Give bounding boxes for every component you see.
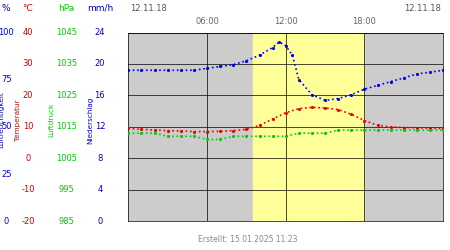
Text: mm/h: mm/h xyxy=(87,4,113,13)
Text: -10: -10 xyxy=(21,185,35,194)
Text: °C: °C xyxy=(22,4,33,13)
Text: 8: 8 xyxy=(97,154,103,163)
Text: 0: 0 xyxy=(97,217,103,226)
Text: hPa: hPa xyxy=(58,4,75,13)
Text: 16: 16 xyxy=(94,91,105,100)
Text: 75: 75 xyxy=(1,75,12,84)
Text: 30: 30 xyxy=(22,60,33,68)
Text: 12:00: 12:00 xyxy=(274,16,297,26)
Text: 25: 25 xyxy=(1,170,12,178)
Text: Temperatur: Temperatur xyxy=(15,99,21,141)
Text: Luftdruck: Luftdruck xyxy=(49,103,55,137)
Bar xyxy=(253,32,364,221)
Text: 1025: 1025 xyxy=(56,91,77,100)
Text: 4: 4 xyxy=(97,185,103,194)
Text: 12.11.18: 12.11.18 xyxy=(130,4,167,13)
Text: 40: 40 xyxy=(22,28,33,37)
Text: %: % xyxy=(2,4,11,13)
Text: 12.11.18: 12.11.18 xyxy=(404,4,441,13)
Text: Erstellt: 15.01.2025 11:23: Erstellt: 15.01.2025 11:23 xyxy=(198,236,298,244)
Text: 20: 20 xyxy=(94,60,105,68)
Text: 1045: 1045 xyxy=(56,28,77,37)
Text: 100: 100 xyxy=(0,28,14,37)
Text: 0: 0 xyxy=(4,217,9,226)
Text: 18:00: 18:00 xyxy=(352,16,377,26)
Text: 1005: 1005 xyxy=(56,154,77,163)
Text: Luftfeuchtigkeit: Luftfeuchtigkeit xyxy=(0,92,4,148)
Text: 995: 995 xyxy=(58,185,74,194)
Text: 12: 12 xyxy=(94,122,105,132)
Text: 985: 985 xyxy=(58,217,75,226)
Text: 1015: 1015 xyxy=(56,122,77,132)
Text: -20: -20 xyxy=(21,217,35,226)
Text: 20: 20 xyxy=(22,91,33,100)
Text: 24: 24 xyxy=(94,28,105,37)
Text: 0: 0 xyxy=(25,154,31,163)
Text: Niederschlag: Niederschlag xyxy=(87,96,93,144)
Text: 50: 50 xyxy=(1,122,12,132)
Text: 1035: 1035 xyxy=(56,60,77,68)
Text: 10: 10 xyxy=(22,122,33,132)
Text: 06:00: 06:00 xyxy=(195,16,219,26)
